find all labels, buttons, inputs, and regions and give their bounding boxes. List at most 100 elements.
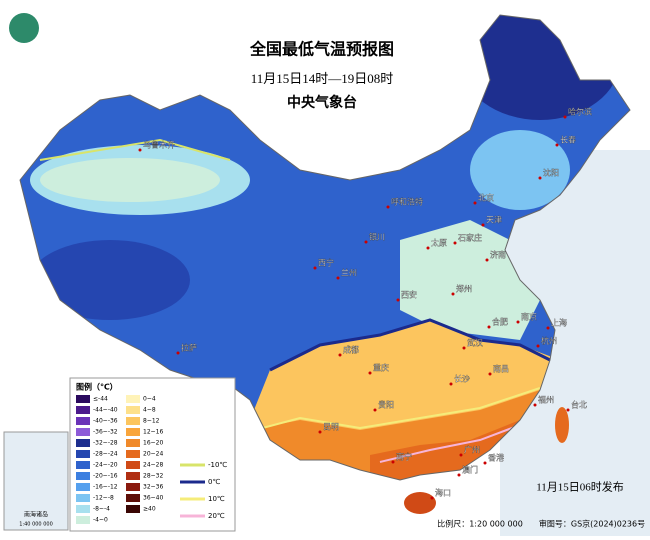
city-label: 石家庄: [458, 233, 482, 243]
city-label: 沈阳: [543, 168, 559, 178]
city-dot: [336, 276, 340, 280]
legend-label: -8~-4: [93, 506, 110, 513]
legend-swatch: [76, 472, 90, 480]
city-label: 合肥: [492, 317, 508, 327]
hainan: [404, 492, 436, 514]
city-label: 南宁: [396, 452, 412, 462]
city-dot: [483, 461, 487, 465]
city-dot: [566, 408, 570, 412]
legend-label: 8~12: [143, 418, 160, 425]
city-dot: [546, 326, 550, 330]
city-label: 重庆: [373, 363, 389, 373]
scale: 比例尺：1:20 000 000: [437, 519, 523, 529]
inset-label: 南海诸岛: [24, 511, 48, 519]
city-dot: [396, 298, 400, 302]
legend-swatch: [126, 450, 140, 458]
city-label: 成都: [343, 345, 359, 355]
legend-title: 图例（℃）: [76, 382, 118, 392]
city-dot: [338, 353, 342, 357]
city-dot: [538, 176, 542, 180]
city-dot: [138, 148, 142, 152]
border: [19, 14, 631, 481]
legend-label: ≤-44: [93, 396, 108, 403]
city-label: 哈尔滨: [568, 107, 592, 117]
city-label: 天津: [486, 215, 502, 225]
legend-swatch: [76, 516, 90, 524]
city-dot: [488, 372, 492, 376]
city-dot: [313, 266, 317, 270]
city-dot: [485, 258, 489, 262]
city-label: 北京: [478, 193, 494, 203]
city-label: 台北: [571, 400, 587, 410]
city-dot: [453, 241, 457, 245]
legend-swatch: [126, 494, 140, 502]
city-label: 西安: [401, 290, 417, 300]
legend-contour-label: 20℃: [208, 512, 225, 520]
map-number: 审图号：GS京(2024)0236号: [539, 519, 645, 529]
city-dot: [391, 460, 395, 464]
city-dot: [318, 430, 322, 434]
city-label: 兰州: [341, 268, 357, 278]
city-dot: [386, 205, 390, 209]
inset-scale: 1:40 000 000: [19, 522, 53, 528]
city-label: 海口: [435, 488, 451, 498]
city-label: 广州: [464, 445, 480, 455]
legend-swatch: [76, 450, 90, 458]
city-dot: [449, 382, 453, 386]
city-dot: [555, 143, 559, 147]
city-label: 长春: [560, 135, 576, 145]
legend-label: 36~40: [143, 495, 163, 502]
legend-label: -40~-36: [93, 418, 118, 425]
legend-swatch: [76, 406, 90, 414]
legend-swatch: [126, 439, 140, 447]
legend-swatch: [76, 439, 90, 447]
city-dot: [451, 292, 455, 296]
legend-swatch: [126, 483, 140, 491]
city-label: 昆明: [323, 423, 339, 432]
city-dot: [473, 201, 477, 205]
taiwan: [555, 407, 569, 443]
inset: 南海诸岛 1:40 000 000: [3, 431, 69, 531]
city-dot: [373, 408, 377, 412]
city-label: 乌鲁木齐: [143, 140, 175, 150]
legend-swatch: [76, 494, 90, 502]
legend-label: -32~-28: [93, 440, 118, 447]
legend-contour-label: 0℃: [208, 478, 220, 486]
city-label: 武汉: [467, 338, 483, 348]
legend-label: -36~-32: [93, 429, 118, 436]
city-label: 上海: [551, 318, 567, 328]
issued: 11月15日06时发布: [536, 480, 624, 494]
city-label: 呼和浩特: [391, 197, 423, 207]
inset-box: [3, 431, 69, 531]
legend-label: -44~-40: [93, 407, 118, 414]
legend-label: 0~4: [143, 396, 156, 403]
legend-label: -28~-24: [93, 451, 118, 458]
legend-swatch: [126, 461, 140, 469]
legend-label: -4~0: [93, 517, 108, 524]
city-label: 拉萨: [181, 343, 197, 353]
city-dot: [487, 325, 491, 329]
city-label: 南京: [521, 312, 537, 322]
city-label: 香港: [488, 453, 504, 463]
legend-box: [69, 377, 236, 532]
legend-swatch: [76, 428, 90, 436]
city-dot: [533, 403, 537, 407]
legend-label: -20~-16: [93, 473, 118, 480]
legend-label: 32~36: [143, 484, 163, 491]
legend-swatch: [126, 505, 140, 513]
legend-swatch: [126, 406, 140, 414]
city-dot: [364, 240, 368, 244]
city-label: 银川: [369, 232, 385, 242]
legend-label: 24~28: [143, 462, 163, 469]
city-label: 南昌: [493, 364, 509, 374]
legend-label: 16~20: [143, 440, 163, 447]
city-dot: [462, 346, 466, 350]
legend: 图例（℃）: [69, 377, 236, 532]
city-dot: [516, 320, 520, 324]
city-dot: [426, 246, 430, 250]
legend-swatch: [126, 395, 140, 403]
legend-contour-label: 10℃: [208, 495, 225, 503]
city-label: 济南: [490, 250, 506, 260]
